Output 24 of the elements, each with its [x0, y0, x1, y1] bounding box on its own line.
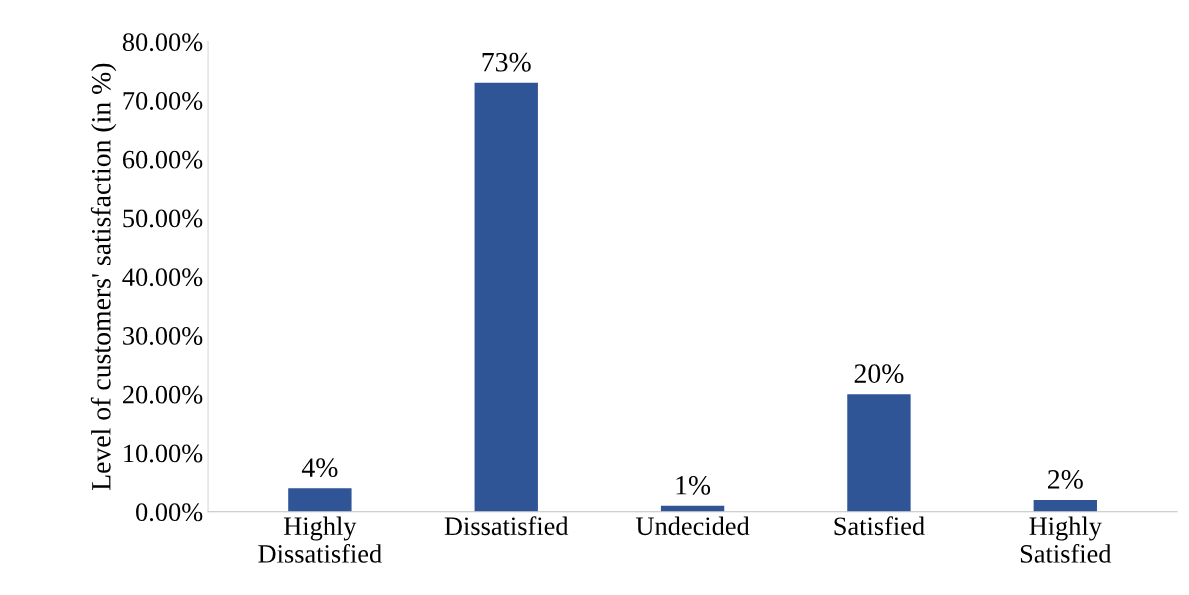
- y-tick-label: 40.00%: [122, 268, 203, 287]
- y-tick-label: 0.00%: [136, 503, 203, 522]
- data-label: 73%: [482, 52, 531, 72]
- y-tick-label: 70.00%: [123, 92, 203, 110]
- bar: [847, 394, 911, 512]
- data-label: 20%: [854, 364, 904, 384]
- data-label: 1%: [676, 475, 711, 495]
- bar: [1033, 499, 1097, 512]
- data-label: 2%: [1048, 470, 1083, 489]
- x-tick-label: Highly Dissatisfied: [258, 516, 382, 563]
- x-tick-label: Dissatisfied: [444, 516, 569, 536]
- x-tick-label: Satisfied: [834, 516, 925, 536]
- y-tick-label: 20.00%: [123, 385, 203, 404]
- y-tick-label: 30.00%: [123, 327, 203, 345]
- y-tick-label: 60.00%: [122, 150, 203, 169]
- y-tick-label: 10.00%: [124, 444, 203, 463]
- x-tick-label: Undecided: [635, 516, 750, 536]
- y-tick-label: 50.00%: [123, 209, 203, 228]
- bar: [288, 488, 352, 512]
- y-axis-title: Level of customers' satisfaction (in %): [90, 63, 117, 491]
- bar: [474, 82, 538, 512]
- x-tick-label: Highly Satisfied: [1020, 516, 1112, 563]
- y-tick-label: 80.00%: [122, 33, 203, 52]
- data-label: 4%: [301, 458, 338, 478]
